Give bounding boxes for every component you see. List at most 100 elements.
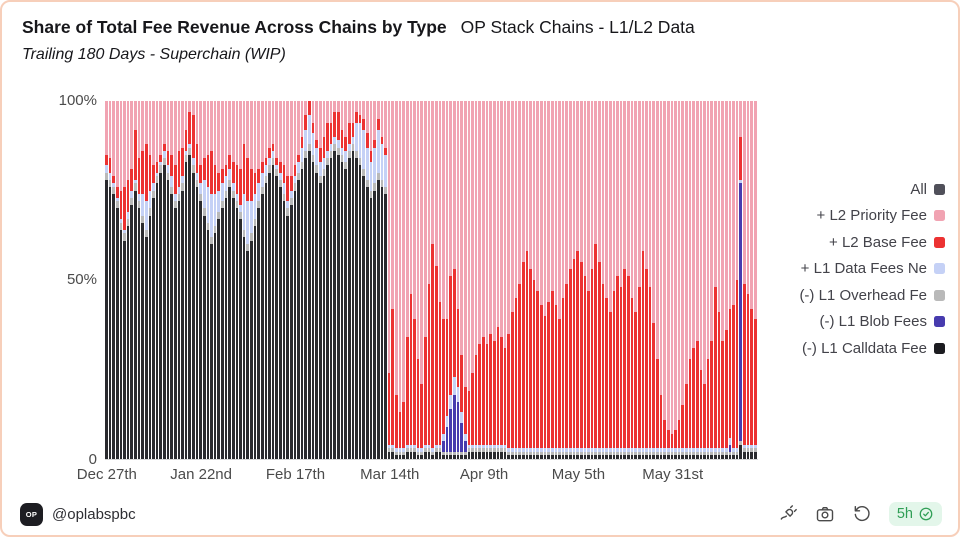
bar-segment [536, 451, 539, 456]
legend-item-l2-base-fee[interactable]: + L2 Base Fee [829, 232, 945, 252]
bar-segment [286, 201, 289, 209]
bar-column [445, 101, 450, 459]
bar-segment [717, 448, 721, 452]
bar-segment [677, 101, 681, 420]
bar-column [623, 101, 627, 459]
bar-segment [590, 101, 594, 270]
legend-item-l1-overhead-fe[interactable]: (-) L1 Overhead Fe [799, 285, 945, 305]
bar-column [507, 101, 511, 459]
bar-segment [634, 448, 637, 452]
bar-segment [108, 186, 112, 459]
bar-segment [387, 448, 391, 452]
bar-column [395, 101, 399, 459]
bar-segment [634, 101, 637, 313]
bar-column [231, 101, 236, 459]
bar-segment [217, 101, 220, 173]
rotate-ccw-icon[interactable] [852, 504, 872, 524]
legend-item-l2-priority-fee[interactable]: + L2 Priority Fee [817, 206, 945, 226]
bar-segment [115, 208, 119, 459]
bar-segment [416, 451, 420, 456]
bar-segment [561, 455, 565, 459]
bar-column [137, 101, 142, 459]
bar-column [728, 101, 733, 459]
legend-item-l1-blob-fees[interactable]: (-) L1 Blob Fees [819, 312, 945, 332]
bar-segment [202, 179, 206, 209]
bar-column [674, 101, 678, 459]
bar-segment [337, 154, 340, 459]
bar-segment [391, 448, 394, 452]
legend-item-l1-data-fees-ne[interactable]: + L1 Data Fees Ne [801, 259, 945, 279]
bar-segment [427, 283, 431, 445]
bar-segment [297, 179, 300, 459]
bar-segment [315, 140, 318, 148]
legend-item-l1-calldata-fee[interactable]: (-) L1 Calldata Fee [802, 338, 945, 358]
bar-segment [166, 179, 170, 459]
bar-segment [384, 101, 387, 148]
plug-icon[interactable] [778, 504, 798, 524]
bar-segment [144, 201, 148, 230]
bar-segment [666, 430, 670, 449]
bar-column [123, 101, 127, 459]
bar-segment [416, 101, 420, 359]
bar-segment [579, 101, 583, 263]
bar-segment [405, 444, 409, 449]
bar-column [699, 101, 704, 459]
bar-segment [485, 451, 489, 459]
legend-label: (-) L1 Overhead Fe [799, 286, 927, 304]
bar-segment [246, 101, 249, 159]
bar-segment [641, 451, 645, 456]
bar-segment [115, 186, 119, 198]
bar-column [427, 101, 432, 459]
bar-segment [391, 451, 394, 459]
refresh-status-badge[interactable]: 5h [888, 502, 942, 526]
camera-icon[interactable] [815, 504, 835, 524]
bar-segment [300, 161, 304, 170]
bar-segment [728, 451, 732, 456]
bar-segment [735, 455, 739, 459]
bar-segment [289, 101, 293, 177]
bar-column [532, 101, 537, 459]
plot-area[interactable] [105, 101, 758, 460]
bar-segment [695, 448, 699, 452]
bar-segment [714, 101, 717, 288]
bar-segment [714, 448, 717, 452]
bar-segment [714, 455, 717, 459]
bar-segment [123, 233, 126, 241]
bar-segment [699, 451, 703, 456]
bar-segment [616, 101, 619, 277]
bar-segment [366, 179, 369, 187]
bar-segment [743, 448, 746, 452]
bar-segment [608, 455, 612, 459]
bar-segment [500, 451, 503, 459]
bar-segment [250, 240, 253, 459]
bar-column [416, 101, 421, 459]
bar-segment [565, 101, 568, 284]
legend-swatch [934, 210, 945, 221]
bar-segment [587, 101, 590, 291]
bar-segment [460, 423, 463, 452]
bar-segment [210, 151, 213, 195]
bar-segment [445, 455, 449, 459]
bar-segment [384, 194, 387, 459]
bar-segment [282, 201, 286, 459]
bar-segment [337, 147, 340, 155]
bar-segment [634, 451, 637, 456]
bar-column [373, 101, 377, 459]
bar-segment [351, 122, 355, 137]
bar-segment [308, 151, 311, 459]
legend-item-all[interactable]: All [910, 179, 945, 199]
bar-segment [543, 315, 547, 449]
bar-segment [463, 451, 467, 456]
bar-segment [206, 186, 210, 223]
bar-segment [431, 244, 434, 449]
bar-segment [340, 101, 344, 130]
bar-segment [246, 201, 249, 245]
bar-segment [587, 451, 590, 456]
bar-segment [543, 455, 547, 459]
bar-segment [739, 179, 742, 184]
bar-segment [496, 444, 500, 449]
bar-segment [340, 161, 344, 459]
bar-segment [398, 101, 402, 413]
bar-segment [141, 151, 144, 195]
bar-column [503, 101, 508, 459]
